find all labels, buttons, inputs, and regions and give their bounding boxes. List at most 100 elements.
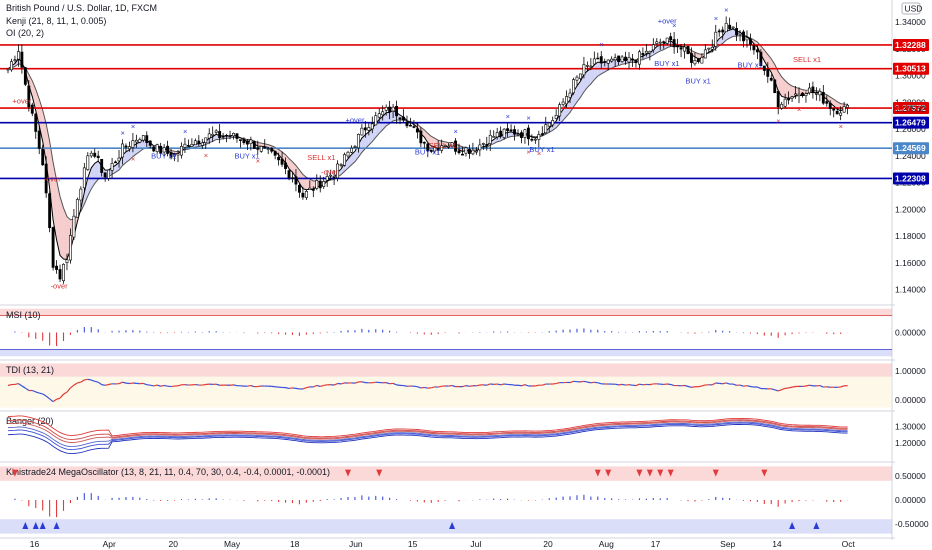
tdi-line-segment xyxy=(438,385,442,388)
candle-body xyxy=(242,138,246,144)
candle-body xyxy=(145,135,149,144)
candle-body xyxy=(107,169,111,179)
pane-tick-label: 0.00000 xyxy=(895,328,926,338)
mega-sell-arrow xyxy=(646,469,653,477)
tdi-line-segment xyxy=(35,391,40,394)
candle-body xyxy=(232,132,235,137)
tdi-line-segment xyxy=(21,385,26,389)
tdi-line-segment xyxy=(101,384,106,386)
tdi-line-segment xyxy=(791,385,796,388)
candle-body xyxy=(415,128,419,133)
candle-body xyxy=(742,31,745,42)
candle-body xyxy=(370,123,374,130)
candle-body xyxy=(814,93,818,95)
high-x-marker: × xyxy=(506,112,510,121)
candle-body xyxy=(807,87,811,94)
trend-cloud-segment xyxy=(389,110,394,124)
candle-body xyxy=(669,36,673,41)
tdi-line-segment xyxy=(819,385,824,388)
tdi-line-segment xyxy=(49,398,54,403)
tdi-line-segment xyxy=(542,383,546,386)
tdi-line-segment xyxy=(743,385,748,387)
tdi-line-segment xyxy=(45,395,50,400)
tdi-line-segment xyxy=(354,381,359,384)
candle-body xyxy=(520,132,523,138)
candle-body xyxy=(124,145,128,148)
candle-body xyxy=(402,116,405,121)
candle-body xyxy=(828,102,832,109)
candle-body xyxy=(55,265,59,270)
signal-label: BUY x1 xyxy=(685,77,710,86)
pane-title-msi: MSI (10) xyxy=(6,310,41,320)
mega-sell-arrow xyxy=(605,469,612,477)
candle-body xyxy=(624,56,627,62)
candle-body xyxy=(610,58,614,62)
candle-body xyxy=(547,122,551,127)
tdi-line-segment xyxy=(469,385,473,387)
candle-body xyxy=(131,140,135,148)
trend-cloud-segment xyxy=(788,83,793,99)
candle-body xyxy=(173,154,176,157)
trend-cloud-segment xyxy=(306,177,310,190)
candle-body xyxy=(513,129,516,135)
trend-cloud-segment xyxy=(309,179,314,190)
tdi-line-segment xyxy=(701,384,706,387)
candle-body xyxy=(183,143,187,148)
candle-body xyxy=(544,124,548,134)
trend-cloud-segment xyxy=(781,76,786,98)
tdi-line-segment xyxy=(160,384,165,387)
tdi-line-segment xyxy=(840,385,845,388)
candle-body xyxy=(266,148,270,150)
candle-body xyxy=(412,126,416,128)
candle-body xyxy=(360,127,364,136)
trend-cloud-segment xyxy=(611,59,616,69)
candle-body xyxy=(690,53,693,63)
candle-body xyxy=(270,147,274,152)
banger-line xyxy=(7,422,848,451)
tdi-line-segment xyxy=(156,384,161,387)
high-x-marker: × xyxy=(131,122,135,131)
level-tag xyxy=(893,62,929,75)
pane-band xyxy=(0,363,892,377)
tdi-line-segment xyxy=(87,378,92,381)
candle-body xyxy=(291,177,294,179)
signal-label: BUY x1 xyxy=(234,152,259,161)
candle-body xyxy=(558,104,562,117)
pane-title-tdi: TDI (13, 21) xyxy=(6,365,54,375)
candle-body xyxy=(759,51,763,66)
candle-body xyxy=(211,133,215,136)
candle-body xyxy=(315,180,319,189)
candle-body xyxy=(121,143,124,158)
candle-body xyxy=(627,57,631,63)
candle-body xyxy=(717,30,721,33)
candle-body xyxy=(169,152,173,158)
candle-body xyxy=(339,164,343,166)
price-tick-label: 1.34000 xyxy=(895,17,926,27)
tdi-line-segment xyxy=(448,384,453,387)
candle-body xyxy=(738,32,742,35)
candle-body xyxy=(752,45,756,51)
level-tag-label: 1.24569 xyxy=(895,143,926,153)
candle-body xyxy=(30,104,34,114)
candle-body xyxy=(620,56,624,62)
x-tick-label: Aug xyxy=(599,539,614,549)
mega-sell-arrow xyxy=(636,469,643,477)
candle-body xyxy=(350,147,353,153)
trend-cloud-segment xyxy=(785,80,789,99)
candle-body xyxy=(766,68,770,77)
tdi-line-segment xyxy=(465,385,470,387)
candle-body xyxy=(96,155,100,158)
pane-tick-label: 1.20000 xyxy=(895,438,926,448)
tdi-line-segment xyxy=(621,383,626,386)
trend-cloud-segment xyxy=(368,128,373,146)
candle-body xyxy=(526,127,530,140)
candle-body xyxy=(280,158,284,165)
candle-body xyxy=(159,145,163,154)
tdi-line-segment xyxy=(524,384,529,387)
candle-body xyxy=(804,93,808,96)
banger-line xyxy=(7,419,848,440)
candle-body xyxy=(162,147,166,153)
candle-body xyxy=(277,156,281,161)
candle-body xyxy=(554,114,558,119)
